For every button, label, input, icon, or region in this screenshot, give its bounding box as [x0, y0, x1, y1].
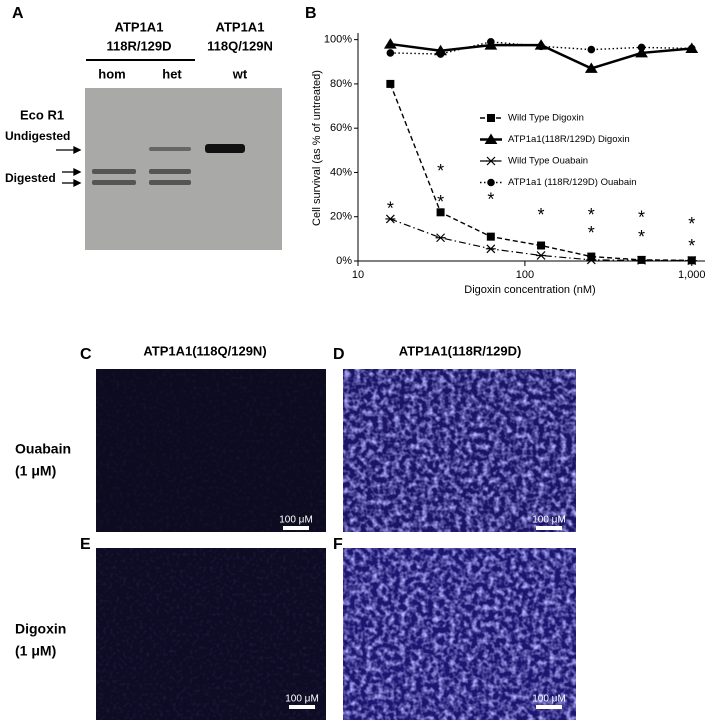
arrows	[56, 145, 82, 188]
scale-bar	[536, 705, 562, 709]
y-tick-label: 20%	[330, 211, 352, 223]
panel-title: ATP1A1(118R/129D)	[399, 343, 522, 358]
panel-label: E	[80, 536, 91, 553]
scale-bar-label: 100 μM	[532, 694, 566, 705]
variant: 118R/129D	[106, 38, 171, 53]
marker	[686, 256, 697, 265]
y-tick-label: 80%	[330, 78, 352, 90]
scale-bar-label: 100 μM	[532, 515, 566, 526]
row-dose: (1 μM)	[15, 643, 56, 659]
band-label: Digested	[5, 171, 56, 185]
marker	[584, 62, 598, 73]
marker	[436, 50, 445, 58]
panel-label: B	[305, 5, 317, 22]
lane: hom	[98, 66, 125, 81]
x-tick-label: 10	[352, 269, 364, 281]
marker	[386, 49, 395, 57]
marker	[485, 244, 496, 254]
marker	[536, 251, 547, 260]
x-tick-label: 100	[516, 269, 534, 281]
y-tick-label: 60%	[330, 122, 352, 134]
scale-bars: 100 μM 100 μM 100 μM 100 μM	[279, 515, 566, 709]
micrograph-texture	[96, 548, 326, 720]
legend-marker	[487, 114, 495, 122]
lane: het	[162, 66, 182, 81]
panel-title: ATP1A1(118Q/129N)	[143, 343, 266, 358]
scale-bar	[289, 705, 315, 709]
significance: *	[688, 236, 695, 256]
scale-bar	[536, 526, 562, 530]
row-dose: (1 μM)	[15, 463, 56, 479]
significance: *	[688, 214, 695, 234]
scale-bar	[283, 526, 309, 530]
gel-bands	[92, 144, 245, 185]
marker	[383, 38, 397, 49]
series-line	[390, 218, 692, 262]
micrograph-texture	[96, 369, 326, 532]
y-axis-label: Cell survival (as % of untreated)	[311, 70, 323, 226]
marker	[486, 232, 495, 241]
micrograph-texture	[343, 369, 576, 532]
marker	[636, 255, 647, 265]
marker	[587, 252, 596, 261]
micrograph-texture	[343, 548, 576, 720]
x-tick-label: 1,000	[678, 269, 706, 281]
significance: *	[538, 205, 545, 225]
panel-label: D	[333, 346, 345, 363]
panel-label: A	[12, 5, 24, 22]
significance: *	[588, 205, 595, 225]
row-treatment: Digoxin	[15, 621, 66, 637]
legend-label: ATP1a1 (118R/129D) Ouabain	[508, 177, 637, 188]
significance: *	[437, 161, 444, 181]
marker	[687, 44, 696, 53]
gene: ATP1A1	[216, 19, 265, 34]
legend-marker	[484, 133, 498, 144]
significance: *	[387, 198, 394, 218]
panel-label: F	[333, 536, 343, 553]
chart: 0%20%40%60%80%100%10 100 1,000*** ** ******W…	[324, 33, 706, 281]
legend-marker	[487, 178, 495, 187]
scale-bar-label: 100 μM	[279, 515, 313, 526]
lane: wt	[232, 66, 248, 81]
legend-marker	[486, 156, 496, 166]
legend-label: Wild Type Ouabain	[508, 156, 588, 167]
significance: *	[487, 190, 494, 210]
panel-label: C	[80, 346, 92, 363]
enzyme: Eco R1	[20, 107, 64, 122]
significance: *	[638, 227, 645, 247]
legend-label: ATP1a1(118R/129D) Digoxin	[508, 134, 630, 145]
y-tick-label: 100%	[324, 34, 352, 46]
x-axis-label: Digoxin concentration (nM)	[464, 284, 595, 296]
gene: ATP1A1	[115, 19, 164, 34]
series-line	[389, 83, 692, 262]
y-tick-label: 40%	[330, 166, 352, 178]
marker	[436, 208, 445, 217]
marker	[587, 45, 596, 54]
y-tick-label: 0%	[336, 255, 352, 267]
marker	[537, 42, 545, 51]
marker	[435, 233, 446, 243]
significance: *	[437, 192, 444, 212]
variant: 118Q/129N	[207, 38, 273, 53]
scale-bar-label: 100 μM	[285, 694, 319, 705]
row-treatment: Ouabain	[15, 441, 71, 457]
marker	[385, 214, 396, 224]
marker	[537, 241, 546, 250]
marker	[487, 38, 495, 46]
significance: *	[638, 207, 645, 227]
band-label: Undigested	[5, 129, 70, 143]
significance: *	[588, 223, 595, 243]
marker	[586, 255, 597, 265]
legend-label: Wild Type Digoxin	[508, 113, 584, 124]
marker	[386, 79, 395, 88]
marker	[635, 46, 648, 58]
marker	[637, 43, 646, 52]
